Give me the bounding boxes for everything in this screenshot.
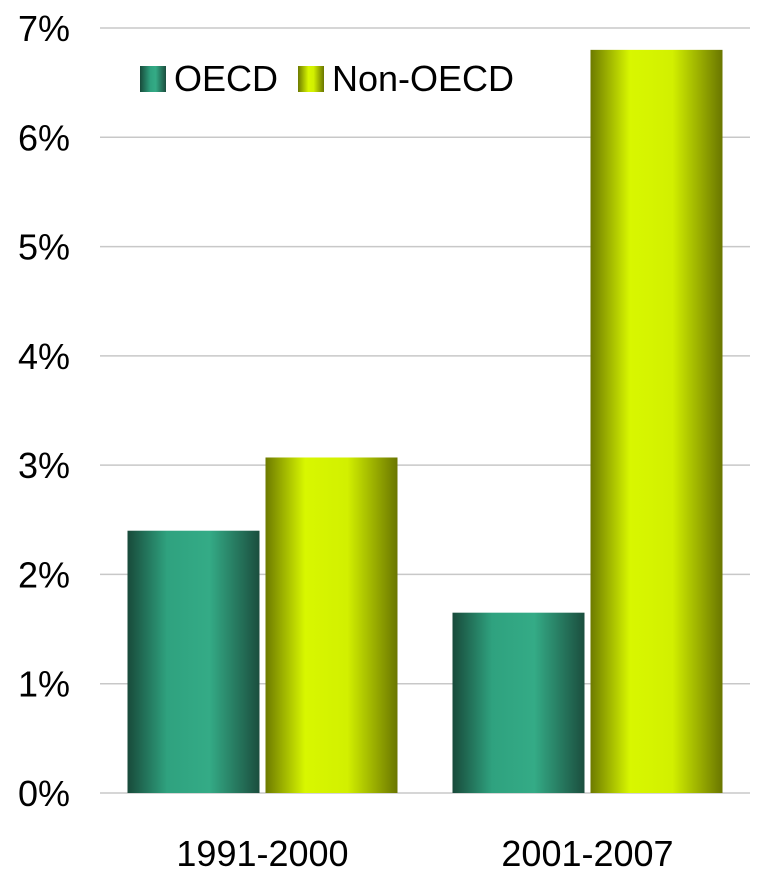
bar-oecd-2 [452,612,585,793]
y-axis-ticks: 0% 1% 2% 3% 4% 5% 6% 7% [18,8,70,814]
legend-item-non-oecd: Non-OECD [298,58,514,100]
x-tick-label: 2001-2007 [501,833,673,873]
legend: OECD Non-OECD [140,58,534,100]
bars [127,49,723,794]
y-tick-label: 0% [18,773,70,814]
y-tick-label: 3% [18,445,70,486]
legend-label-oecd: OECD [174,58,279,99]
y-tick-label: 5% [18,227,70,268]
bar-oecd-1 [127,530,260,793]
x-axis-ticks: 1991-2000 2001-2007 [176,833,673,874]
bar-non-oecd-1 [265,457,398,793]
y-tick-label: 1% [18,664,70,705]
y-tick-label: 6% [18,117,70,158]
y-tick-label: 2% [18,554,70,595]
legend-swatch-oecd [140,66,166,92]
y-tick-label: 7% [18,8,70,49]
legend-label-non-oecd: Non-OECD [332,58,515,99]
legend-item-oecd: OECD [140,58,278,100]
legend-swatch-non-oecd [298,66,325,92]
y-tick-label: 4% [18,336,70,377]
x-tick-label: 1991-2000 [176,833,348,873]
bar-non-oecd-2 [590,49,723,794]
